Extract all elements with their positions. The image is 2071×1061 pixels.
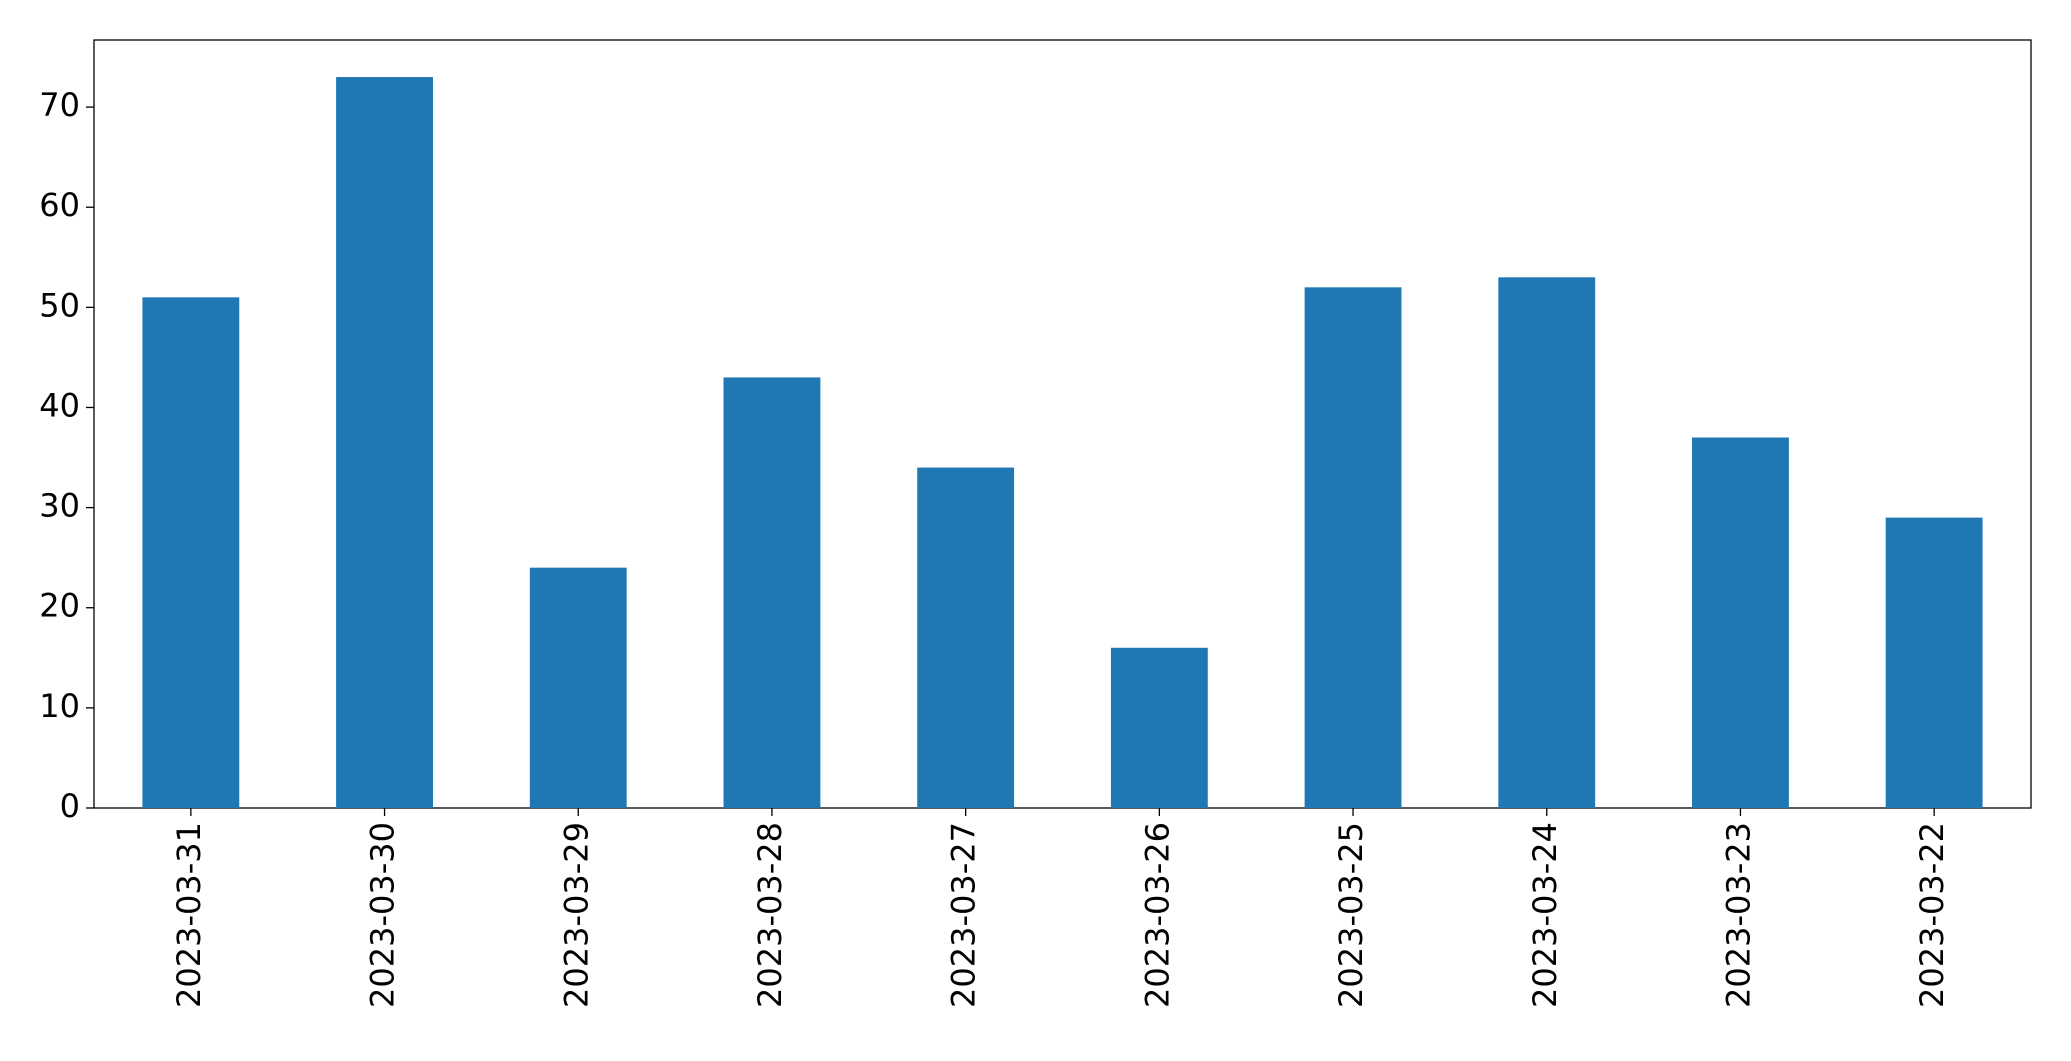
y-tick-label: 0 (60, 787, 80, 825)
bar (1885, 517, 1983, 808)
x-tick-label: 2023-03-29 (557, 822, 595, 1008)
y-tick-label: 70 (39, 86, 80, 124)
axes-frame (93, 39, 2032, 809)
y-tick-label: 40 (39, 386, 80, 424)
y-tick-label: 60 (39, 186, 80, 224)
x-tick-label: 2023-03-22 (1913, 822, 1951, 1008)
bar (1110, 647, 1208, 808)
x-tick-label: 2023-03-28 (751, 822, 789, 1008)
bar (917, 467, 1015, 808)
bar (529, 567, 627, 808)
y-tick-label: 20 (39, 587, 80, 625)
y-tick-label: 30 (39, 487, 80, 525)
y-tick-label: 50 (39, 286, 80, 324)
bar (723, 377, 821, 808)
x-tick-label: 2023-03-23 (1719, 822, 1757, 1008)
x-tick-label: 2023-03-26 (1138, 822, 1176, 1008)
x-tick-label: 2023-03-27 (945, 822, 983, 1008)
bar (336, 77, 433, 809)
x-tick-label: 2023-03-25 (1332, 822, 1370, 1008)
bar (142, 297, 240, 808)
bar (1692, 437, 1789, 808)
x-tick-label: 2023-03-24 (1526, 822, 1564, 1008)
x-tick-label: 2023-03-31 (170, 822, 208, 1008)
bar (1498, 277, 1596, 809)
x-tick-label: 2023-03-30 (364, 822, 402, 1008)
bar (1304, 287, 1402, 808)
y-tick-label: 10 (39, 687, 80, 725)
